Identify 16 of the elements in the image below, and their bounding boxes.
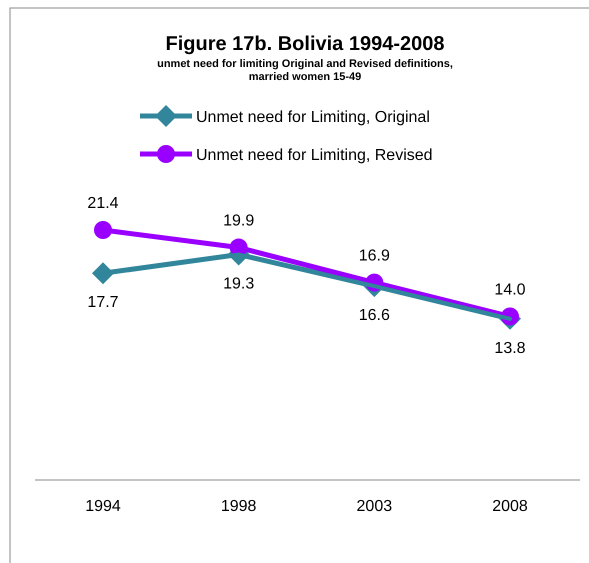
data-label: 21.4 bbox=[87, 195, 119, 212]
data-label: 13.8 bbox=[494, 340, 526, 357]
data-label: 14.0 bbox=[494, 281, 526, 298]
data-label: 19.9 bbox=[223, 212, 254, 230]
chart-title: Figure 17b. Bolivia 1994-2008 bbox=[165, 33, 445, 55]
x-tick-label: 1994 bbox=[85, 498, 121, 515]
data-label: 16.9 bbox=[358, 248, 390, 265]
x-tick-label: 2008 bbox=[492, 498, 528, 515]
legend-label: Unmet need for Limiting, Revised bbox=[196, 147, 433, 164]
x-tick-label: 2003 bbox=[356, 498, 392, 515]
data-label: 17.7 bbox=[87, 294, 119, 312]
legend-label: Unmet need for Limiting, Original bbox=[196, 109, 430, 126]
chart-subtitle: unmet need for limiting Original and Revised definitions, married women 15-49 bbox=[157, 58, 453, 83]
x-tick-label: 1998 bbox=[220, 498, 257, 515]
data-label: 19.3 bbox=[223, 276, 254, 293]
data-label: 16.6 bbox=[358, 307, 390, 324]
